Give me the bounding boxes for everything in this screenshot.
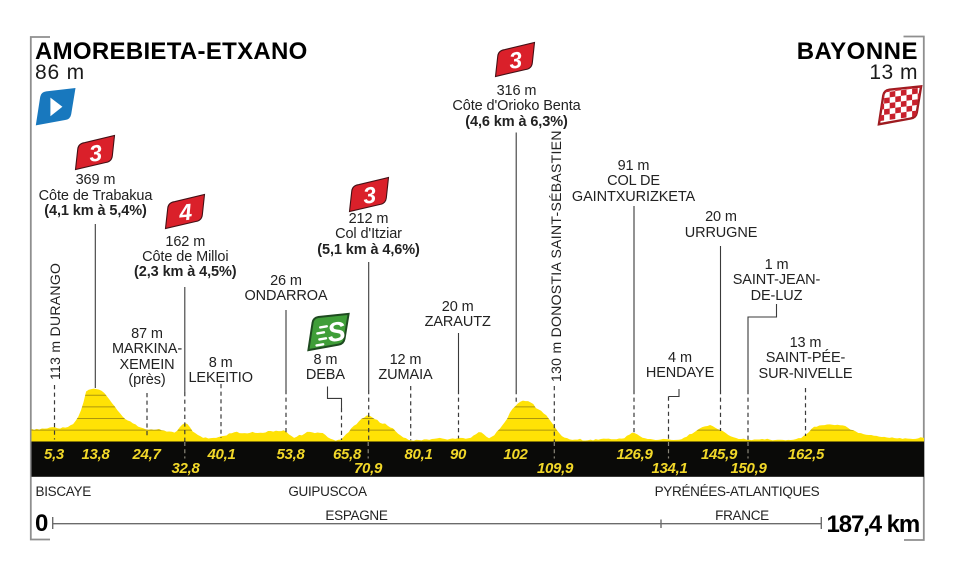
svg-text:3: 3 <box>508 46 524 73</box>
svg-text:S: S <box>325 316 347 348</box>
svg-text:3: 3 <box>88 139 104 166</box>
svg-text:4: 4 <box>177 198 194 225</box>
svg-text:3: 3 <box>362 181 378 208</box>
